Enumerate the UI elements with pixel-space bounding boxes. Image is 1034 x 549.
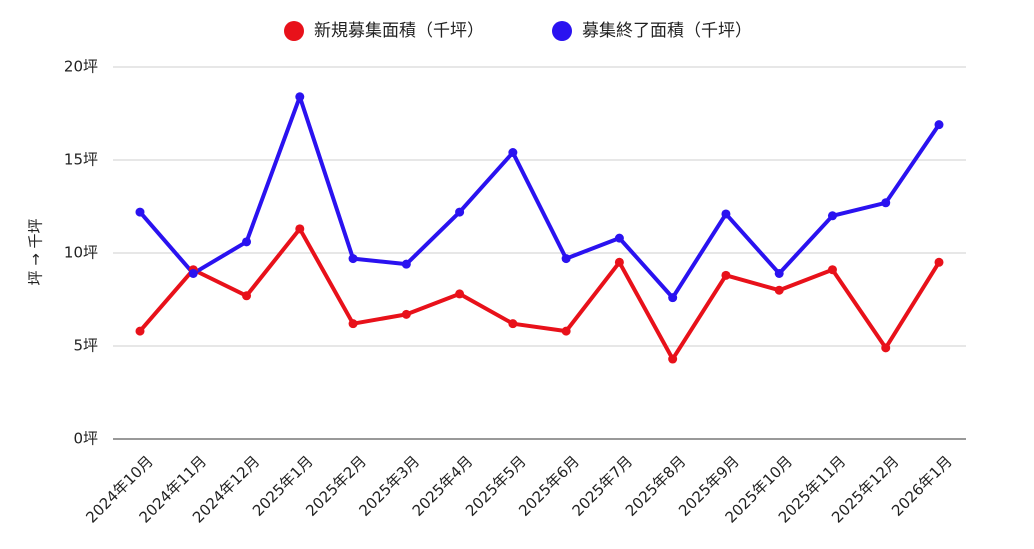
data-point-series-2 <box>774 268 784 278</box>
data-point-series-2 <box>561 254 571 264</box>
y-tick-label: 0坪 <box>73 430 98 448</box>
data-point-series-1 <box>881 343 891 353</box>
data-point-series-2 <box>242 237 252 247</box>
data-point-series-1 <box>774 285 784 295</box>
legend-item-2[interactable]: 募集終了面積（千坪） <box>552 21 752 41</box>
x-axis-ticks: 2024年10月2024年11月2024年12月2025年1月2025年2月20… <box>82 452 955 526</box>
data-point-series-1 <box>401 309 411 319</box>
y-tick-label: 20坪 <box>64 58 98 76</box>
legend-item-1[interactable]: 新規募集面積（千坪） <box>284 21 484 41</box>
data-point-series-2 <box>668 293 678 303</box>
data-point-series-2 <box>827 211 837 221</box>
data-point-series-1 <box>614 257 624 267</box>
data-point-series-1 <box>348 319 358 329</box>
data-point-series-1 <box>135 326 145 336</box>
data-point-series-1 <box>668 354 678 364</box>
series-lines <box>138 94 941 362</box>
data-point-series-1 <box>561 326 571 336</box>
data-point-series-1 <box>934 257 944 267</box>
data-point-series-2 <box>455 207 465 217</box>
series-line-2 <box>138 94 941 300</box>
data-point-series-2 <box>881 198 891 208</box>
data-point-series-2 <box>135 207 145 217</box>
y-tick-label: 5坪 <box>73 337 98 355</box>
data-point-series-2 <box>188 268 198 278</box>
legend-swatch <box>552 21 572 41</box>
y-tick-label: 15坪 <box>64 151 98 169</box>
data-point-series-2 <box>721 209 731 219</box>
y-tick-label: 10坪 <box>64 244 98 262</box>
data-point-series-2 <box>295 92 305 102</box>
legend: 新規募集面積（千坪） 募集終了面積（千坪） <box>284 21 752 41</box>
data-point-series-1 <box>827 265 837 275</box>
data-point-series-1 <box>455 289 465 299</box>
legend-label: 新規募集面積（千坪） <box>314 21 484 41</box>
data-point-series-2 <box>934 120 944 130</box>
legend-label: 募集終了面積（千坪） <box>582 21 752 41</box>
y-axis-title: 坪 → 千坪 <box>27 218 45 285</box>
data-point-series-1 <box>721 270 731 280</box>
data-point-series-1 <box>508 319 518 329</box>
legend-swatch <box>284 21 304 41</box>
data-point-series-2 <box>401 259 411 269</box>
grid-lines <box>113 66 966 440</box>
data-point-series-1 <box>295 224 305 234</box>
series-points <box>135 92 944 364</box>
data-point-series-2 <box>508 148 518 158</box>
series-line-1 <box>138 226 941 362</box>
data-point-series-2 <box>614 233 624 243</box>
y-axis-ticks: 0坪 5坪 10坪 15坪 20坪 <box>64 58 98 448</box>
data-point-series-1 <box>242 291 252 301</box>
data-point-series-2 <box>348 254 358 264</box>
